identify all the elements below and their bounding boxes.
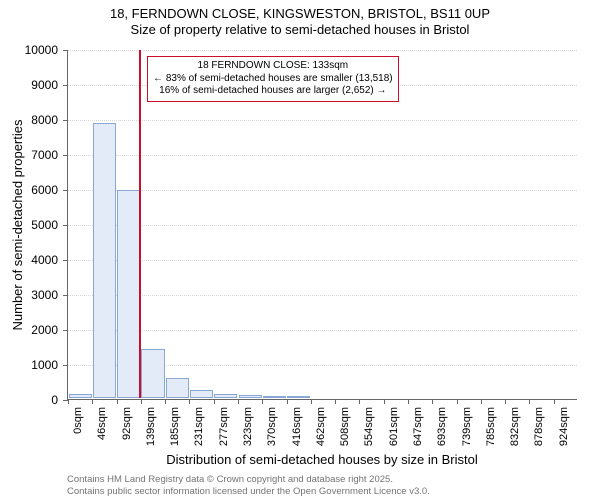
xtick-label: 508sqm	[339, 407, 351, 446]
ytick-label: 0	[51, 393, 58, 407]
gridline	[68, 225, 577, 226]
ytick-label: 5000	[31, 218, 58, 232]
xtick-label: 462sqm	[315, 407, 327, 446]
xtick-label: 601sqm	[388, 407, 400, 446]
ytick-mark	[63, 295, 68, 296]
annotation-line: ← 83% of semi-detached houses are smalle…	[153, 73, 393, 86]
histogram-bar	[214, 394, 237, 398]
ytick-label: 2000	[31, 323, 58, 337]
annotation-line: 16% of semi-detached houses are larger (…	[153, 85, 393, 98]
xtick-label: 92sqm	[121, 407, 133, 440]
xtick-mark	[92, 399, 93, 404]
xtick-mark	[214, 399, 215, 404]
xtick-label: 832sqm	[509, 407, 521, 446]
ytick-label: 1000	[31, 358, 58, 372]
property-marker-line	[139, 50, 141, 398]
xtick-mark	[262, 399, 263, 404]
title-line-1: 18, FERNDOWN CLOSE, KINGSWESTON, BRISTOL…	[0, 6, 600, 22]
xtick-label: 185sqm	[169, 407, 181, 446]
gridline	[68, 260, 577, 261]
xtick-mark	[117, 399, 118, 404]
xtick-mark	[481, 399, 482, 404]
annotation-line: 18 FERNDOWN CLOSE: 133sqm	[153, 60, 393, 73]
ytick-mark	[63, 225, 68, 226]
xtick-mark	[359, 399, 360, 404]
xtick-label: 924sqm	[558, 407, 570, 446]
ytick-label: 8000	[31, 113, 58, 127]
ytick-mark	[63, 365, 68, 366]
xtick-label: 647sqm	[412, 407, 424, 446]
gridline	[68, 330, 577, 331]
histogram-bar	[117, 190, 140, 398]
chart-area: 0100020003000400050006000700080009000100…	[67, 50, 577, 400]
ytick-label: 3000	[31, 288, 58, 302]
gridline	[68, 295, 577, 296]
xtick-label: 231sqm	[193, 407, 205, 446]
footer-attribution: Contains HM Land Registry data © Crown c…	[67, 474, 430, 498]
gridline	[68, 155, 577, 156]
ytick-mark	[63, 155, 68, 156]
ytick-mark	[63, 50, 68, 51]
xtick-mark	[238, 399, 239, 404]
xtick-mark	[68, 399, 69, 404]
ytick-label: 9000	[31, 78, 58, 92]
ytick-label: 6000	[31, 183, 58, 197]
xtick-mark	[432, 399, 433, 404]
xtick-mark	[287, 399, 288, 404]
ytick-mark	[63, 260, 68, 261]
gridline	[68, 50, 577, 51]
xtick-label: 554sqm	[363, 407, 375, 446]
ytick-label: 4000	[31, 253, 58, 267]
plot-region: 0100020003000400050006000700080009000100…	[67, 50, 577, 400]
xtick-label: 46sqm	[96, 407, 108, 440]
xtick-label: 693sqm	[436, 407, 448, 446]
y-axis-label: Number of semi-detached properties	[10, 120, 25, 331]
xtick-mark	[408, 399, 409, 404]
xtick-label: 0sqm	[72, 407, 84, 434]
histogram-bar	[239, 395, 262, 398]
xtick-label: 139sqm	[145, 407, 157, 446]
xtick-mark	[384, 399, 385, 404]
ytick-mark	[63, 85, 68, 86]
histogram-bar	[141, 349, 164, 398]
xtick-label: 323sqm	[242, 407, 254, 446]
histogram-bar	[287, 396, 310, 398]
xtick-mark	[141, 399, 142, 404]
xtick-mark	[457, 399, 458, 404]
xtick-mark	[335, 399, 336, 404]
xtick-mark	[529, 399, 530, 404]
xtick-mark	[189, 399, 190, 404]
property-annotation: 18 FERNDOWN CLOSE: 133sqm← 83% of semi-d…	[147, 56, 399, 102]
histogram-bar	[263, 396, 286, 398]
ytick-mark	[63, 120, 68, 121]
ytick-mark	[63, 190, 68, 191]
xtick-label: 370sqm	[266, 407, 278, 446]
xtick-mark	[311, 399, 312, 404]
xtick-label: 277sqm	[218, 407, 230, 446]
x-axis-label: Distribution of semi-detached houses by …	[67, 452, 577, 467]
histogram-bar	[190, 390, 213, 398]
xtick-mark	[165, 399, 166, 404]
gridline	[68, 120, 577, 121]
ytick-label: 10000	[25, 43, 58, 57]
histogram-bar	[93, 123, 116, 398]
footer-line-2: Contains public sector information licen…	[67, 486, 430, 498]
gridline	[68, 190, 577, 191]
title-line-2: Size of property relative to semi-detach…	[0, 22, 600, 38]
xtick-mark	[554, 399, 555, 404]
histogram-bar	[166, 378, 189, 398]
chart-title: 18, FERNDOWN CLOSE, KINGSWESTON, BRISTOL…	[0, 0, 600, 39]
xtick-label: 785sqm	[485, 407, 497, 446]
ytick-mark	[63, 330, 68, 331]
xtick-label: 878sqm	[533, 407, 545, 446]
footer-line-1: Contains HM Land Registry data © Crown c…	[67, 474, 430, 486]
histogram-bar	[69, 394, 92, 398]
ytick-label: 7000	[31, 148, 58, 162]
xtick-label: 416sqm	[291, 407, 303, 446]
xtick-label: 739sqm	[461, 407, 473, 446]
xtick-mark	[505, 399, 506, 404]
